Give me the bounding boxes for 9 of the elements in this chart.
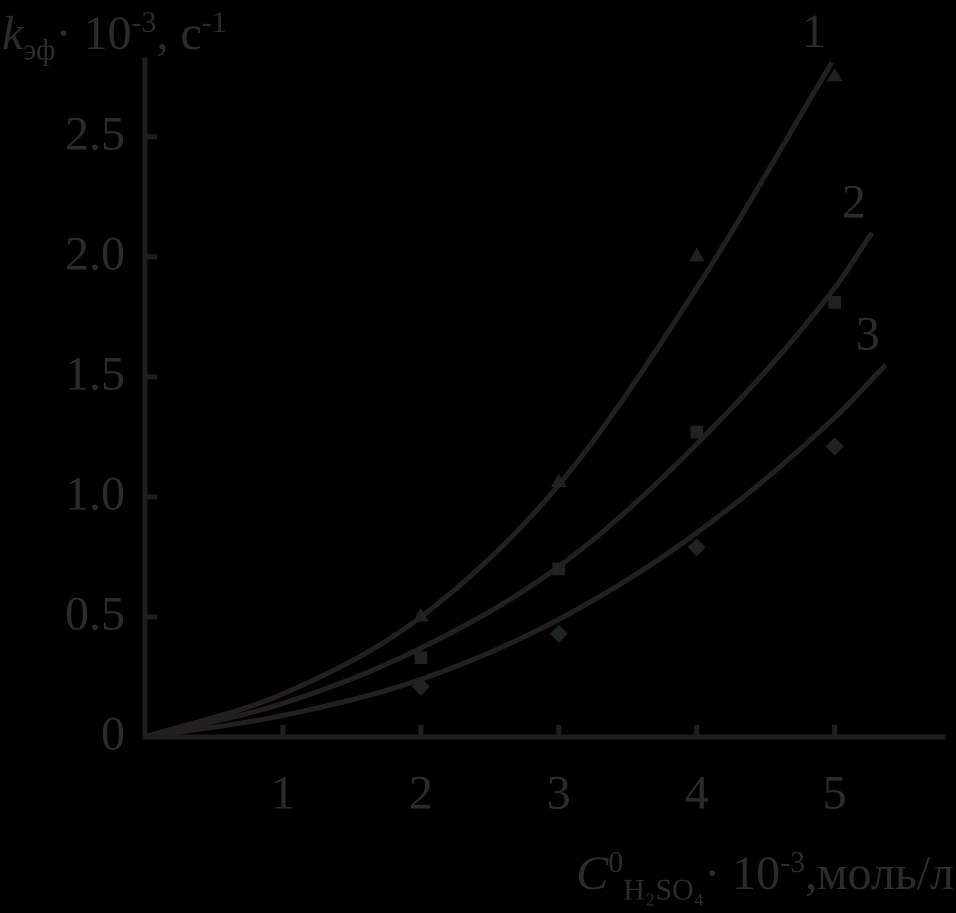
point [414, 651, 428, 664]
point [688, 538, 706, 556]
point [826, 438, 844, 456]
point [828, 296, 842, 309]
point [690, 426, 704, 438]
point [552, 562, 566, 576]
point [688, 248, 705, 262]
point [550, 624, 568, 643]
point [826, 68, 842, 82]
